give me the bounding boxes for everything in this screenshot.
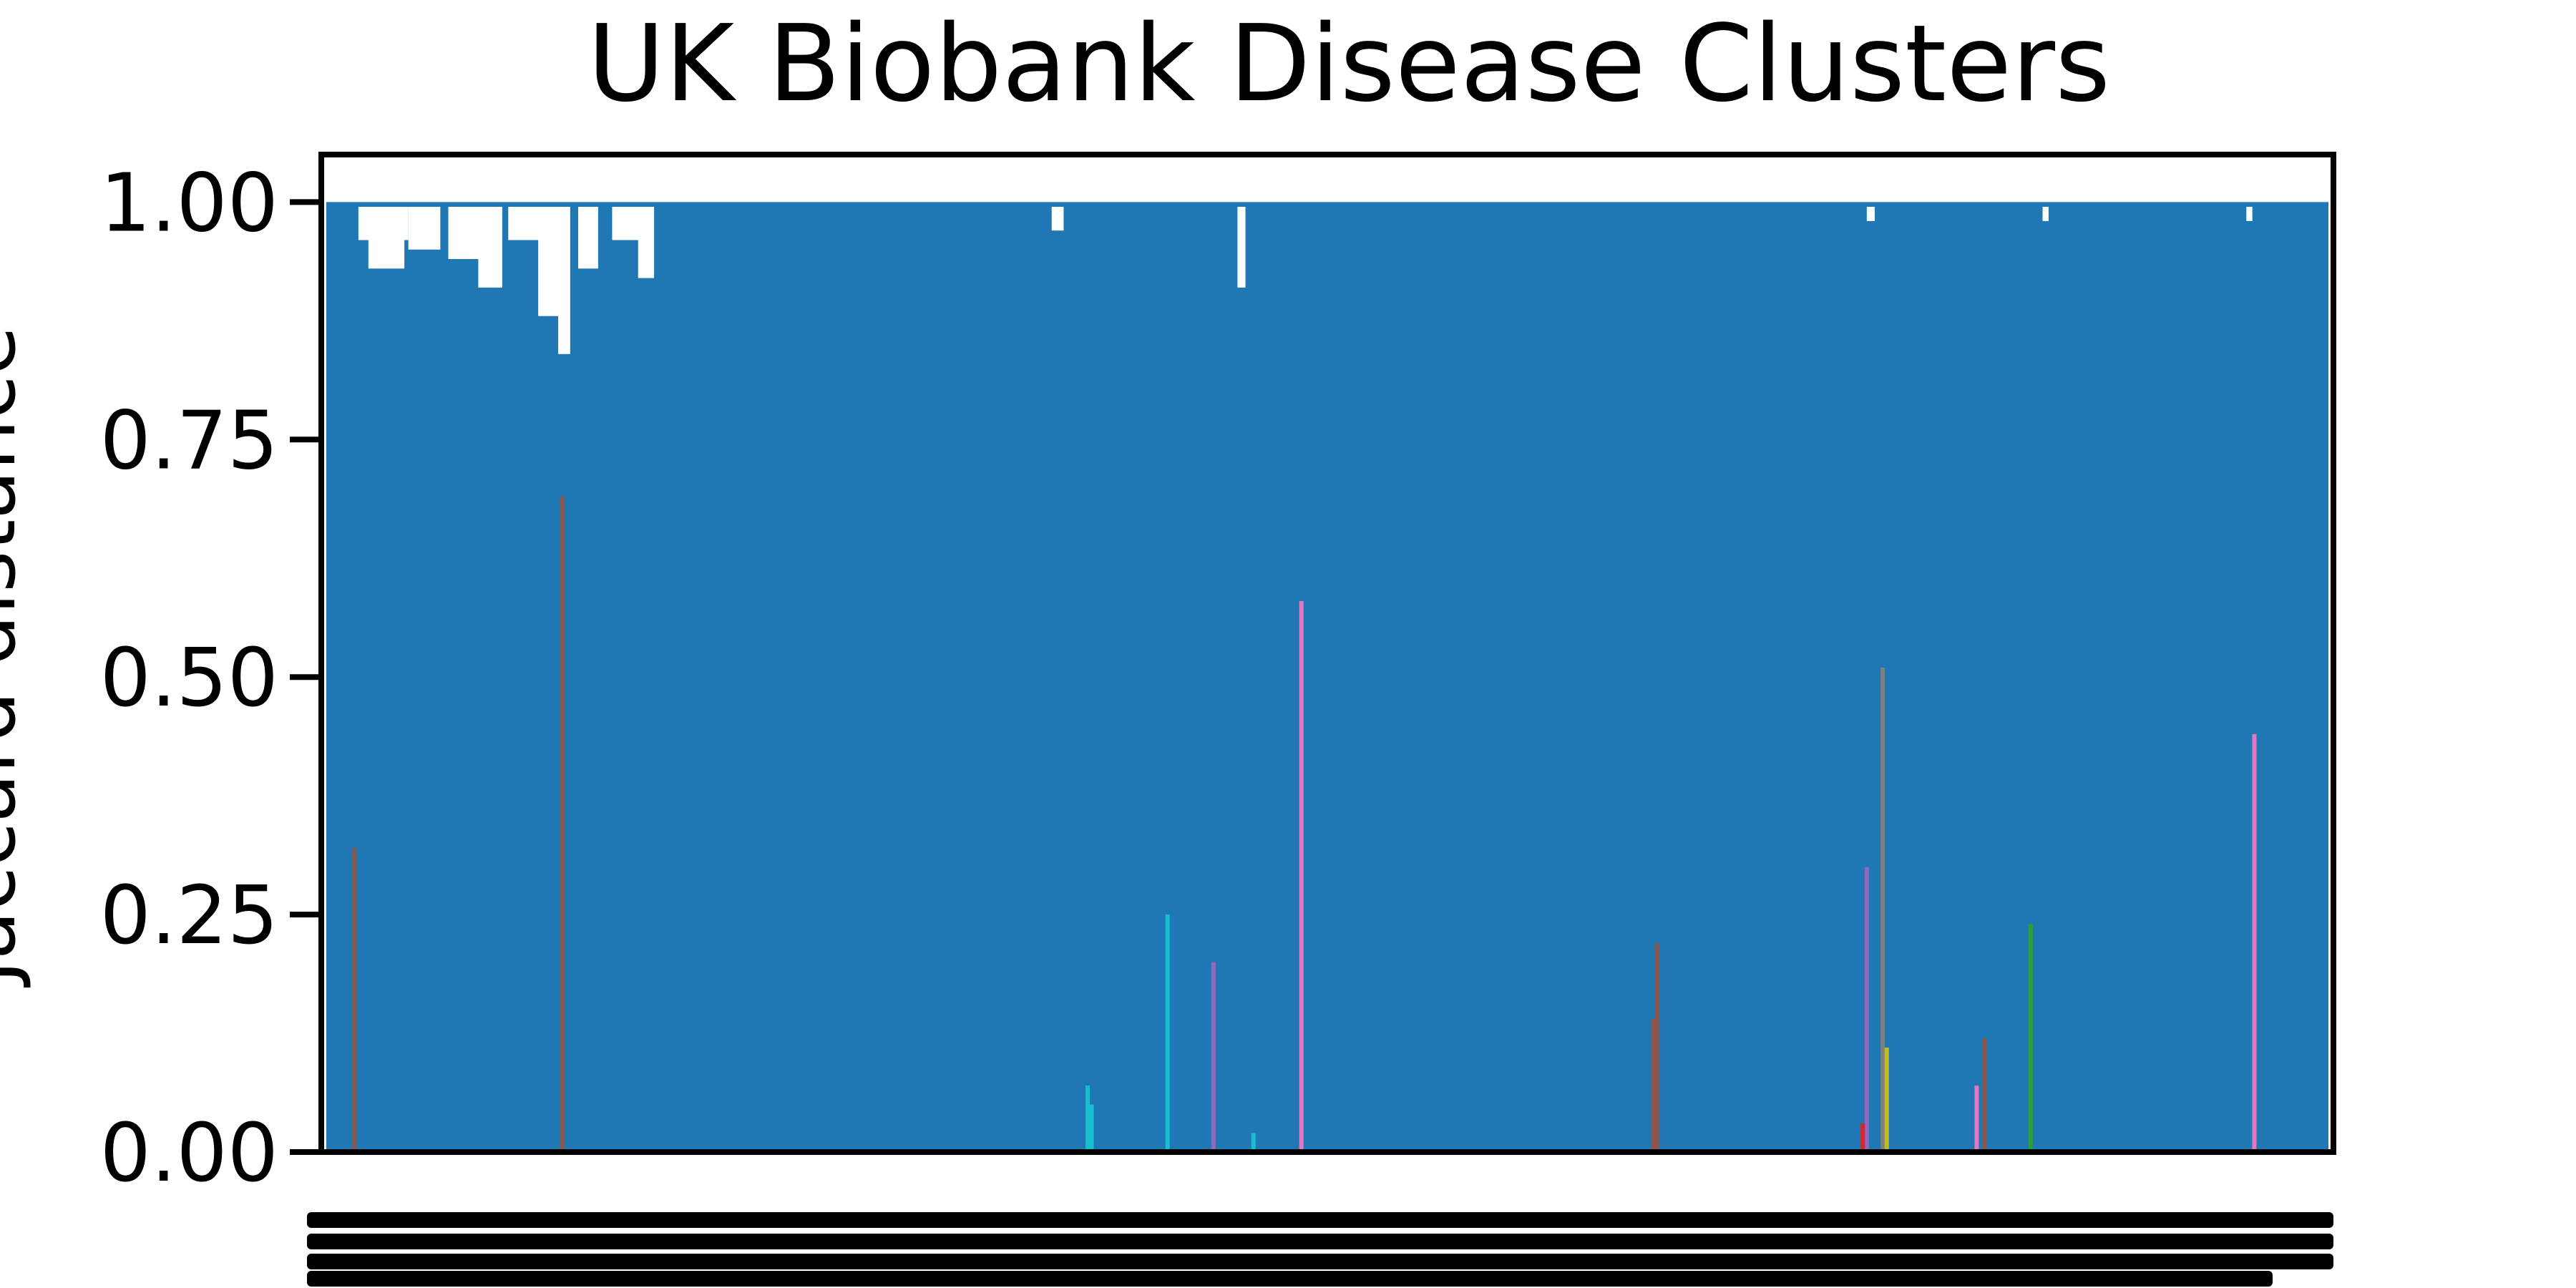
dendrogram-gap xyxy=(638,207,655,278)
plot-area xyxy=(318,152,2336,1155)
dendrogram-merges xyxy=(326,202,2328,1152)
x-tick-label-blob xyxy=(307,1271,2273,1287)
plot-frame xyxy=(318,152,2336,1155)
x-tick-label-blob xyxy=(307,1234,2333,1249)
dendrogram-cluster-link xyxy=(2028,924,2033,1152)
dendrogram-merge-block xyxy=(326,202,2328,1152)
dendrogram-gap xyxy=(558,207,570,354)
dendrogram-gap xyxy=(2042,207,2049,221)
dendrogram-gap xyxy=(1051,207,1064,231)
dendrogram-gap xyxy=(1866,207,1875,221)
dendrogram-gap xyxy=(408,207,441,250)
dendrogram-gap xyxy=(2246,207,2253,221)
y-axis-label: Jaccard distance xyxy=(0,326,34,988)
x-tick-label-blob xyxy=(307,1212,2333,1228)
dendrogram-cluster-link xyxy=(560,496,565,1152)
dendrogram-colored-clusters xyxy=(352,496,2257,1152)
dendrogram-cluster-link xyxy=(1884,1047,1889,1152)
y-tick-label: 0.75 xyxy=(100,394,278,487)
x-axis-leaf-labels xyxy=(307,1212,2333,1287)
dendrogram-cluster-link xyxy=(1211,962,1216,1152)
dendrogram-cluster-link xyxy=(1864,867,1869,1152)
chart-title: UK Biobank Disease Clusters xyxy=(587,2,2110,125)
dendrogram-cluster-link xyxy=(1974,1085,1979,1152)
y-tick-label: 0.00 xyxy=(100,1107,278,1200)
dendrogram-cluster-link xyxy=(352,848,357,1152)
dendrogram-cluster-link xyxy=(1251,1133,1256,1152)
x-tick-label-blob xyxy=(307,1254,2333,1269)
y-tick-label: 0.50 xyxy=(100,632,278,725)
dendrogram-cluster-link xyxy=(1165,914,1170,1152)
y-tick-label: 1.00 xyxy=(100,157,278,250)
dendrogram-cluster-link xyxy=(1085,1085,1090,1152)
dendrogram-gap xyxy=(478,207,502,288)
dendrogram-cluster-link xyxy=(1654,942,1659,1152)
dendrogram-gap xyxy=(578,207,598,269)
dendrogram-cluster-link xyxy=(2252,733,2257,1152)
dendrogram-top-gaps xyxy=(358,207,2253,354)
dendrogram-cluster-link xyxy=(1089,1104,1094,1152)
dendrogram-gap xyxy=(368,207,405,269)
dendrogram-cluster-link xyxy=(1651,1019,1656,1152)
dendrogram-cluster-link xyxy=(1860,1123,1865,1152)
dendrogram-cluster-link xyxy=(1982,1038,1987,1152)
y-axis: 0.00 0.25 0.50 0.75 1.00 xyxy=(100,157,321,1200)
dendrogram-cluster-link xyxy=(1880,667,1885,1152)
dendrogram-cluster-link xyxy=(1299,600,1304,1152)
y-tick-label: 0.25 xyxy=(100,869,278,962)
dendrogram-gap xyxy=(612,207,640,240)
dendrogram-gap xyxy=(1237,207,1246,288)
